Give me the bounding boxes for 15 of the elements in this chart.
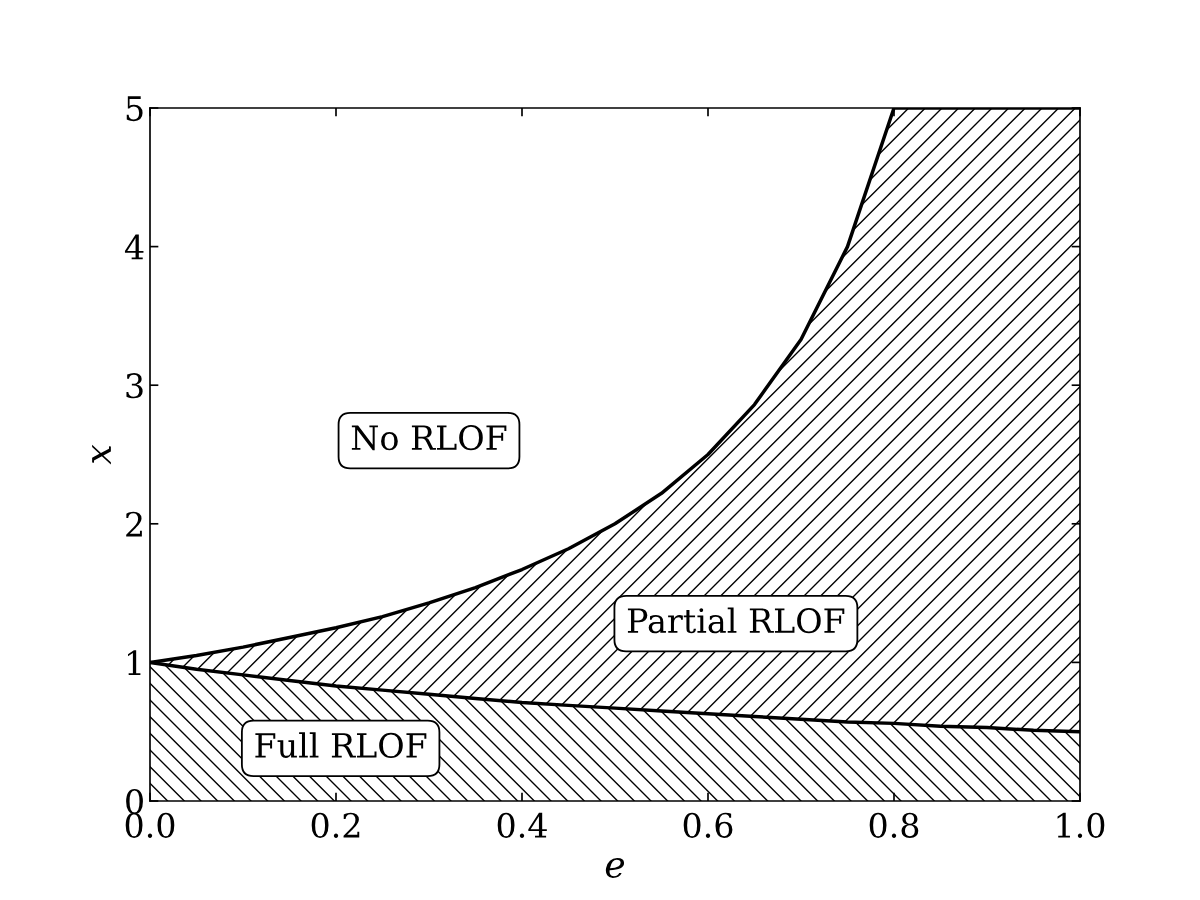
x-axis-title: e [605,858,625,878]
x-tick-label: 0.6 [683,812,733,838]
y-tick-label: 5 [126,96,143,122]
y-tick-label: 3 [126,373,143,399]
y-tick-label: 2 [126,511,142,537]
y-axis-title: x [92,444,111,465]
annotation: No RLOF [351,425,507,451]
y-tick-label: 1 [128,650,141,676]
annotation: Partial RLOF [627,607,845,634]
y-tick-label: 4 [124,234,144,260]
x-tick-label: 1.0 [1057,812,1105,838]
x-tick-label: 0.2 [311,812,360,838]
x-tick-label: 0.4 [497,812,547,838]
x-tick-label: 0.8 [869,812,919,838]
annotation: Full RLOF [255,732,427,758]
